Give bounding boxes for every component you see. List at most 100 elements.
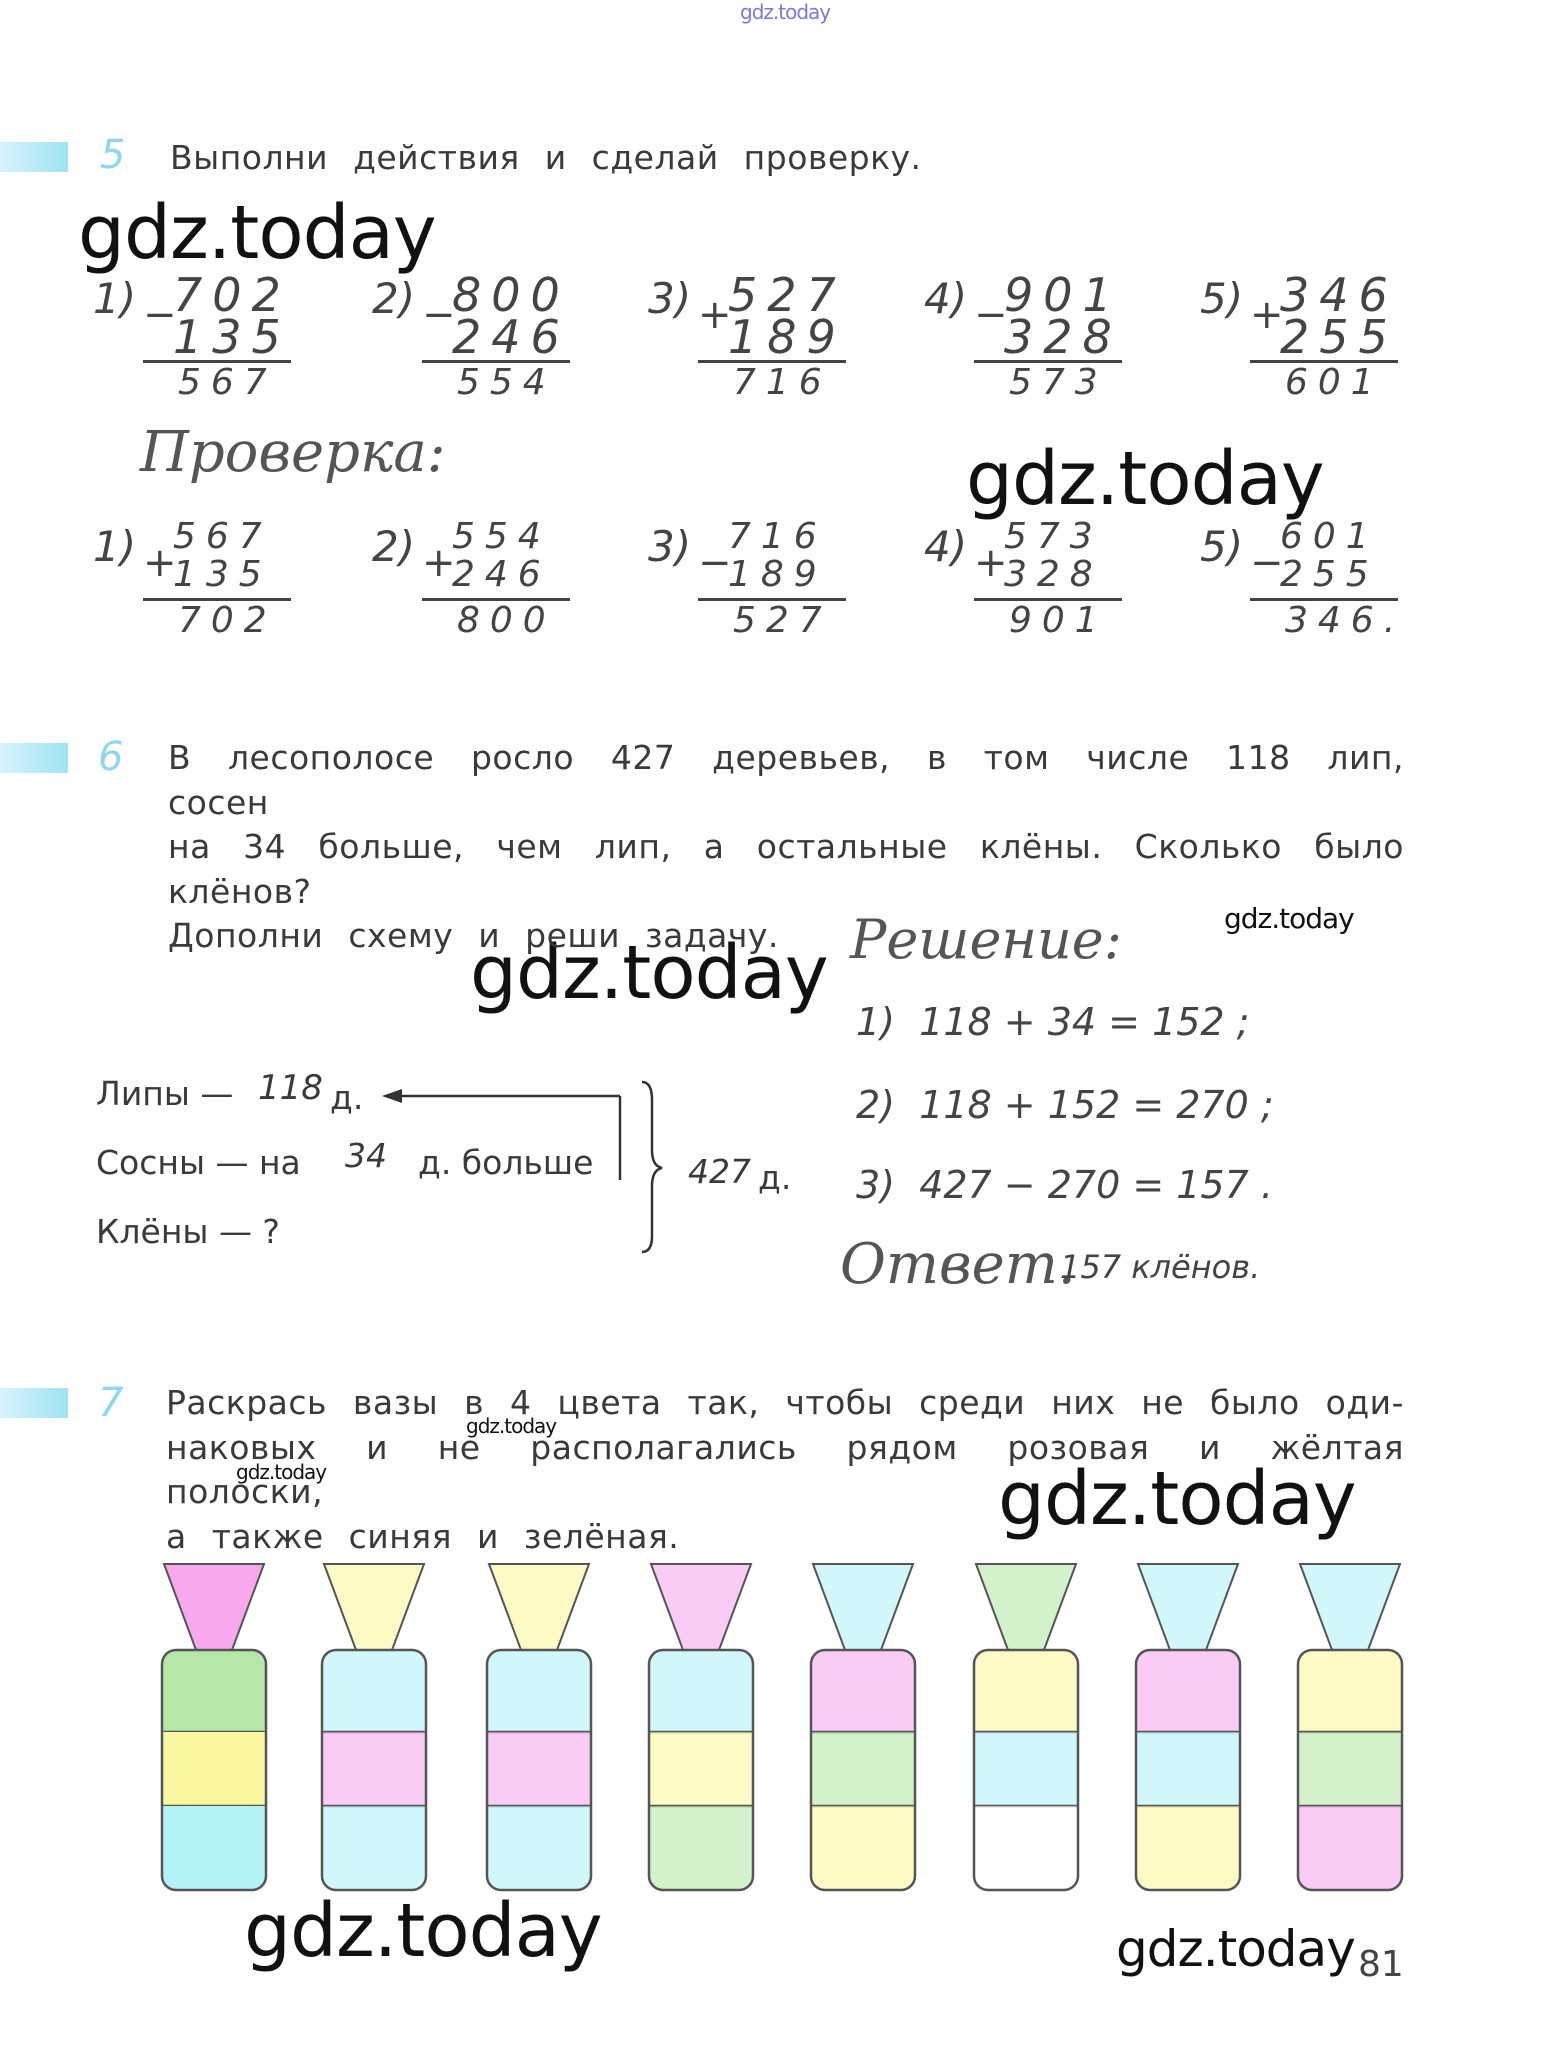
result: 573	[1009, 362, 1108, 403]
example-label: 1)	[93, 274, 137, 323]
watermark: gdz.today	[244, 1888, 603, 1974]
column-example: 5) −601 255 346.	[1200, 516, 1430, 646]
vase-body	[160, 1648, 268, 1892]
scheme-kleny: Клёны — ?	[96, 1212, 280, 1251]
result-line	[974, 598, 1122, 601]
watermark: gdz.today	[1116, 1920, 1356, 1978]
result: 716	[733, 362, 832, 403]
vase-stripe	[322, 1806, 426, 1890]
vase-body	[972, 1648, 1080, 1892]
vase	[647, 1563, 755, 1892]
task-number: 5	[100, 132, 126, 178]
vase-stripe	[974, 1650, 1078, 1732]
vase-stripe	[1136, 1650, 1240, 1732]
operator: −	[974, 292, 1008, 338]
watermark: gdz.today	[998, 1456, 1357, 1542]
vase-stripe	[1136, 1806, 1240, 1890]
result-line	[698, 360, 846, 363]
watermark: gdz.today	[1224, 902, 1355, 935]
vase	[485, 1563, 593, 1892]
operator: +	[974, 540, 1008, 586]
task-line: Дополни схему и реши задачу.	[168, 916, 779, 955]
watermark: gdz.today	[236, 1460, 327, 1484]
vase-stripe	[162, 1732, 266, 1806]
vase-body	[485, 1648, 593, 1892]
scheme-sosny-value: 34	[345, 1136, 387, 1175]
operand-b: 135	[173, 554, 272, 595]
operator: +	[422, 540, 456, 586]
vase-stripe	[487, 1806, 591, 1890]
vase-neck	[1136, 1563, 1240, 1651]
vase-stripe	[974, 1806, 1078, 1890]
page-number: 81	[1358, 1944, 1404, 1985]
operand-b: 328	[1004, 310, 1122, 364]
example-label: 2)	[372, 274, 416, 323]
scheme-total-value: 427	[688, 1152, 751, 1191]
example-label: 5)	[1200, 274, 1244, 323]
vase-stripe	[1298, 1732, 1402, 1806]
operator: −	[143, 292, 177, 338]
operand-b: 189	[728, 310, 846, 364]
operand-a: 901	[1004, 268, 1122, 322]
vase-body	[809, 1648, 917, 1892]
result: 554	[457, 362, 556, 403]
operand-b: 246	[452, 554, 551, 595]
scheme-lipy-value: 118	[258, 1068, 323, 1108]
result: 346.	[1285, 600, 1406, 641]
operator: +	[1250, 292, 1284, 338]
result: 567	[178, 362, 277, 403]
task-line: а также синяя и зелёная.	[166, 1516, 680, 1556]
vase-neck	[162, 1563, 266, 1651]
operand-a: 554	[452, 516, 551, 557]
task-line: наковых и не располагались рядом розовая…	[166, 1427, 1404, 1512]
vase-stripe	[974, 1732, 1078, 1806]
scheme-lipy: Липы —	[96, 1074, 234, 1113]
scheme-sosny-suffix: д. больше	[418, 1143, 594, 1182]
vase	[972, 1563, 1080, 1892]
task-line: В лесополосе росло 427 деревьев, в том ч…	[168, 738, 1404, 822]
check-title: Проверка:	[140, 420, 446, 485]
task-line: Раскрась вазы в 4 цвета так, чтобы среди…	[166, 1383, 1404, 1422]
operand-b: 255	[1280, 554, 1379, 595]
task-text: Выполни действия и сделай проверку.	[170, 138, 922, 177]
column-example: 2) −800 246 554	[372, 268, 602, 403]
task-text: Раскрась вазы в 4 цвета так, чтобы среди…	[166, 1381, 1404, 1559]
task-number: 7	[98, 1380, 124, 1426]
scheme-total-unit: д.	[758, 1158, 792, 1197]
task-number: 6	[98, 734, 124, 780]
result-line	[143, 360, 291, 363]
operand-b: 189	[728, 554, 827, 595]
vase-stripe	[1136, 1732, 1240, 1806]
scheme-sosny: Сосны — на	[96, 1143, 301, 1182]
watermark: gdz.today	[470, 930, 829, 1016]
operand-a: 601	[1280, 516, 1379, 557]
result: 901	[1009, 600, 1108, 641]
example-label: 1)	[93, 522, 137, 571]
scheme-unit: д.	[330, 1078, 364, 1117]
answer-text: 157 клёнов.	[1060, 1248, 1261, 1286]
column-example: 1) +567 135 702	[93, 516, 323, 646]
vase-stripe	[1298, 1650, 1402, 1732]
column-example: 4) +573 328 901	[924, 516, 1154, 646]
vase-stripe	[487, 1732, 591, 1806]
task-marker	[0, 743, 68, 773]
vase-stripe	[649, 1732, 753, 1806]
vase	[809, 1563, 917, 1892]
column-example: 4) −901 328 573	[924, 268, 1154, 403]
operand-a: 567	[173, 516, 272, 557]
vase-stripe	[322, 1650, 426, 1732]
solution-title: Решение:	[850, 908, 1122, 971]
result-line	[422, 360, 570, 363]
solution-step: 1) 118 + 34 = 152 ;	[856, 1000, 1249, 1044]
operand-a: 702	[173, 268, 291, 322]
task-line: на 34 больше, чем лип, а остальные клёны…	[168, 827, 1404, 866]
task-marker	[0, 142, 68, 172]
solution-step: 3) 427 − 270 = 157 .	[856, 1163, 1273, 1207]
vase	[1134, 1563, 1242, 1892]
step-label: 1)	[856, 1000, 896, 1044]
vases	[160, 1563, 1404, 1892]
vase-stripe	[649, 1650, 753, 1732]
operand-a: 346	[1280, 268, 1398, 322]
vase-stripe	[162, 1806, 266, 1890]
result-line	[1250, 360, 1398, 363]
